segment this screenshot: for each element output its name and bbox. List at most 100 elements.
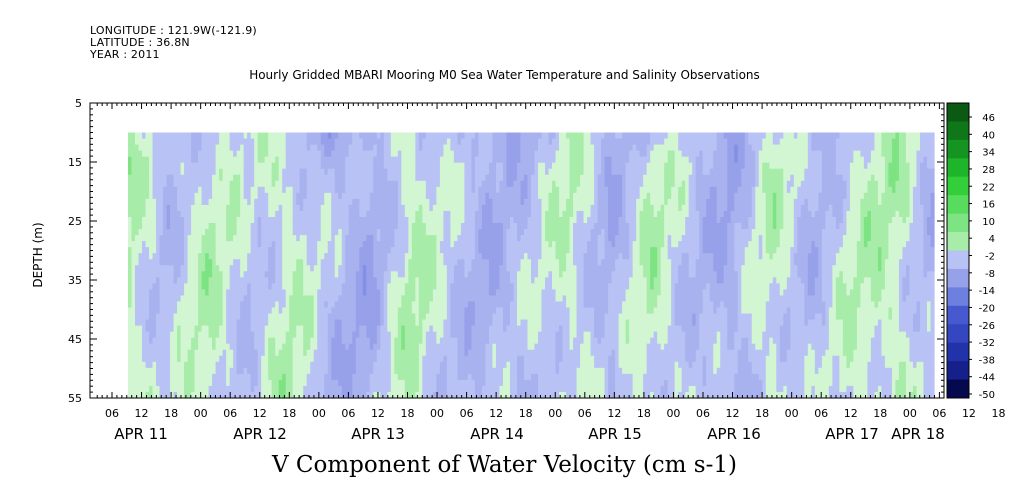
heatmap-cell <box>236 210 241 218</box>
heatmap-cell <box>362 253 367 260</box>
heatmap-cell <box>387 325 392 333</box>
heatmap-cell <box>187 180 192 188</box>
heatmap-cell <box>306 229 311 236</box>
heatmap-cell <box>145 283 150 290</box>
heatmap-cell <box>320 373 325 381</box>
heatmap-cell <box>299 150 304 158</box>
heatmap-cell <box>226 204 231 212</box>
heatmap-cell <box>408 319 413 327</box>
heatmap-cell <box>219 132 224 140</box>
heatmap-cell <box>243 385 248 393</box>
heatmap-cell <box>285 210 290 218</box>
heatmap-cell <box>408 307 413 315</box>
heatmap-cell <box>415 168 420 176</box>
heatmap-cell <box>397 241 402 248</box>
heatmap-cell <box>131 337 136 345</box>
heatmap-cell <box>446 343 451 351</box>
heatmap-cell <box>264 283 269 290</box>
heatmap-cell <box>509 180 515 188</box>
heatmap-cell <box>166 192 171 200</box>
heatmap-cell <box>516 379 522 387</box>
heatmap-cell <box>170 295 175 303</box>
heatmap-cell <box>229 241 234 248</box>
heatmap-cell <box>432 180 437 188</box>
heatmap-cell <box>495 301 501 309</box>
heatmap-cell <box>376 385 381 393</box>
heatmap-cell <box>254 229 259 236</box>
heatmap-cell <box>345 307 350 315</box>
heatmap-cell <box>488 247 494 254</box>
heatmap-cell <box>467 385 473 393</box>
heatmap-cell <box>327 168 332 176</box>
heatmap-cell <box>236 223 241 230</box>
heatmap-cell <box>187 367 192 375</box>
heatmap-cell <box>415 343 420 351</box>
heatmap-cell <box>278 289 283 297</box>
heatmap-cell <box>362 265 367 272</box>
heatmap-cell <box>366 313 371 321</box>
heatmap-cell <box>233 253 238 260</box>
heatmap-cell <box>348 253 353 260</box>
heatmap-cell <box>450 162 455 170</box>
heatmap-cell <box>257 301 262 309</box>
heatmap-cell <box>229 198 234 206</box>
heatmap-cell <box>247 168 252 176</box>
heatmap-cell <box>282 247 287 254</box>
heatmap-cell <box>201 259 206 266</box>
heatmap-cell <box>376 271 381 278</box>
heatmap-cell <box>317 216 322 224</box>
heatmap-cell <box>320 343 325 351</box>
heatmap-cell <box>450 289 455 297</box>
heatmap-cell <box>334 373 339 381</box>
heatmap-cell <box>520 210 525 218</box>
heatmap-cell <box>467 361 473 369</box>
heatmap-cell <box>159 313 164 321</box>
heatmap-cell <box>446 331 451 339</box>
heatmap-cell <box>348 391 353 399</box>
heatmap-cell <box>156 265 161 272</box>
heatmap-cell <box>292 241 297 248</box>
heatmap-cell <box>509 229 515 236</box>
heatmap-cell <box>362 391 367 399</box>
heatmap-cell <box>219 174 224 182</box>
heatmap-cell <box>320 253 325 260</box>
heatmap-cell <box>408 367 413 375</box>
heatmap-cell <box>369 253 374 260</box>
heatmap-cell <box>471 355 476 363</box>
heatmap-cell <box>488 385 494 393</box>
heatmap-cell <box>247 325 252 333</box>
heatmap-cell <box>303 295 308 303</box>
heatmap-cell <box>261 361 266 369</box>
heatmap-cell <box>222 343 227 351</box>
heatmap-cell <box>142 367 147 375</box>
heatmap-cell <box>313 277 318 284</box>
heatmap-cell <box>264 265 269 272</box>
heatmap-cell <box>425 301 430 309</box>
heatmap-cell <box>404 247 409 254</box>
heatmap-cell <box>418 138 423 146</box>
heatmap-cell <box>145 241 150 248</box>
heatmap-cell <box>156 271 161 278</box>
heatmap-cell <box>439 289 444 297</box>
heatmap-cell <box>215 271 220 278</box>
heatmap-cell <box>194 174 199 182</box>
heatmap-cell <box>201 241 206 248</box>
heatmap-cell <box>369 385 374 393</box>
heatmap-cell <box>254 174 259 182</box>
heatmap-cell <box>467 229 473 236</box>
heatmap-cell <box>338 367 343 375</box>
heatmap-cell <box>397 229 402 236</box>
heatmap-cell <box>243 379 248 387</box>
heatmap-cell <box>226 277 231 284</box>
heatmap-cell <box>236 289 241 297</box>
heatmap-cell <box>163 313 168 321</box>
heatmap-cell <box>233 265 238 272</box>
heatmap-cell <box>303 307 308 315</box>
heatmap-cell <box>243 132 248 140</box>
heatmap-cell <box>166 132 171 140</box>
heatmap-cell <box>156 283 161 290</box>
heatmap-cell <box>320 204 325 212</box>
heatmap-cell <box>359 162 364 170</box>
heatmap-cell <box>327 138 332 146</box>
heatmap-cell <box>254 301 259 309</box>
